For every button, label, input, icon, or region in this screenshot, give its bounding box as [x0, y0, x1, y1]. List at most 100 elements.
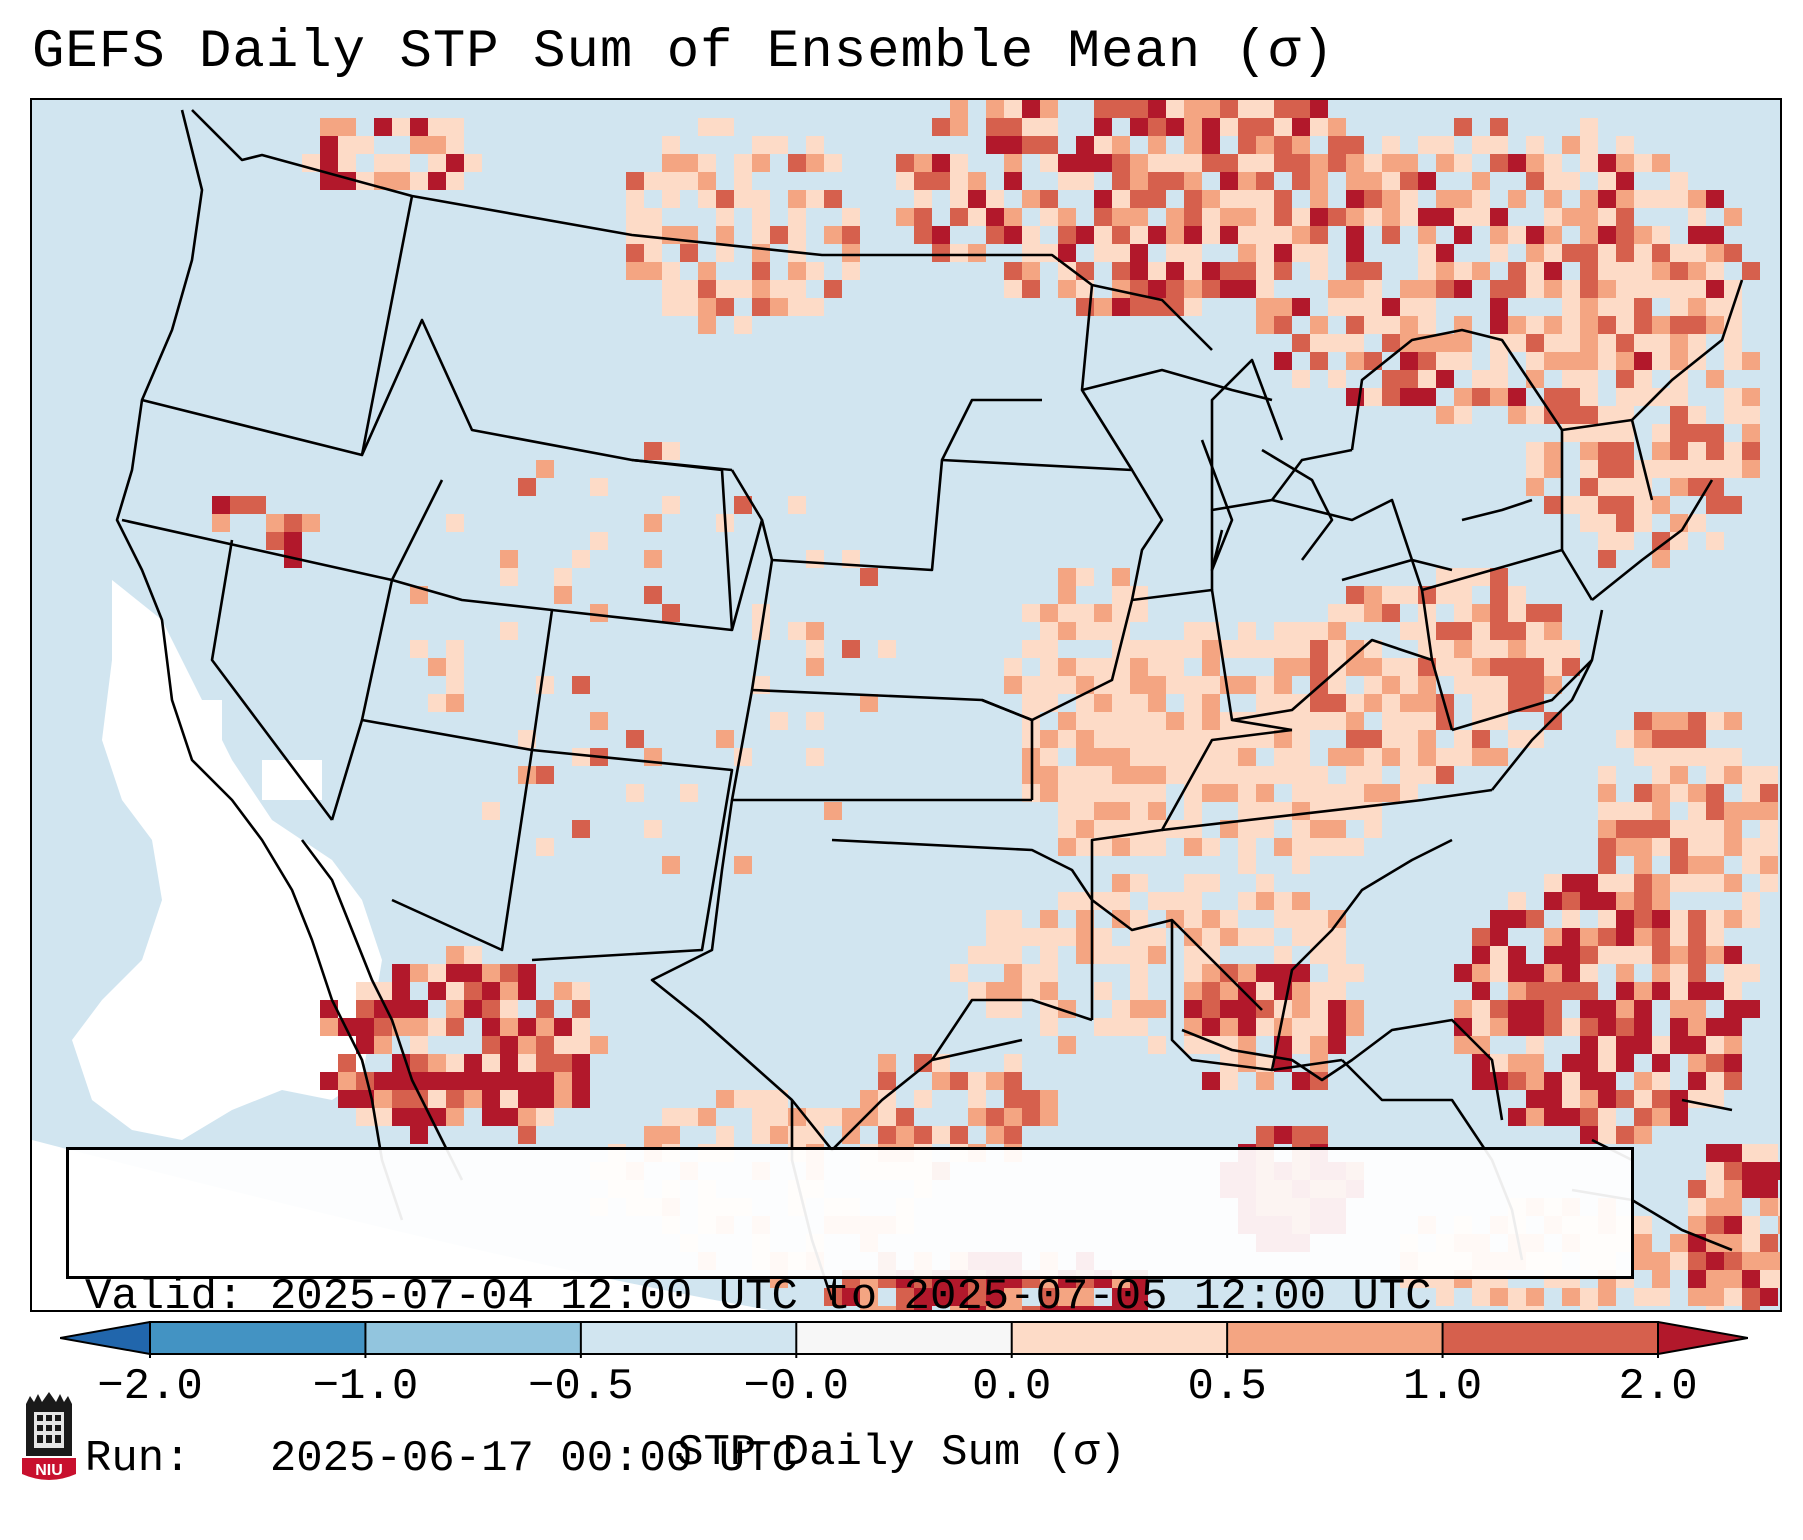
- field-cell: [1652, 352, 1670, 370]
- field-cell: [1508, 640, 1526, 658]
- field-cell: [1346, 694, 1364, 712]
- field-cell: [1040, 766, 1058, 784]
- field-cell: [482, 1054, 500, 1072]
- field-cell: [860, 1108, 878, 1126]
- field-cell: [1724, 910, 1742, 928]
- field-cell: [1544, 352, 1562, 370]
- field-cell: [1328, 910, 1346, 928]
- field-cell: [1220, 208, 1238, 226]
- field-cell: [536, 1090, 554, 1108]
- field-cell: [1490, 118, 1508, 136]
- field-cell: [1688, 1072, 1706, 1090]
- field-cell: [662, 604, 680, 622]
- field-cell: [914, 1306, 932, 1310]
- field-cell: [1274, 118, 1292, 136]
- field-cell: [1652, 748, 1670, 766]
- field-cell: [1238, 1000, 1256, 1018]
- field-cell: [1076, 910, 1094, 928]
- field-cell: [1562, 946, 1580, 964]
- field-cell: [1346, 658, 1364, 676]
- field-cell: [1274, 946, 1292, 964]
- field-cell: [1166, 280, 1184, 298]
- field-cell: [734, 856, 752, 874]
- field-cell: [1112, 1288, 1130, 1306]
- field-cell: [1418, 766, 1436, 784]
- field-cell: [1688, 748, 1706, 766]
- field-cell: [1580, 1000, 1598, 1018]
- field-cell: [1058, 604, 1076, 622]
- field-cell: [1274, 622, 1292, 640]
- field-cell: [1436, 658, 1454, 676]
- field-cell: [1742, 892, 1760, 910]
- field-cell: [446, 172, 464, 190]
- field-cell: [1580, 280, 1598, 298]
- colorbar-bin: [1442, 1322, 1659, 1354]
- field-cell: [1202, 190, 1220, 208]
- field-cell: [1688, 244, 1706, 262]
- field-cell: [1364, 586, 1382, 604]
- field-cell: [1292, 658, 1310, 676]
- field-cell: [1130, 982, 1148, 1000]
- field-cell: [1238, 1018, 1256, 1036]
- field-cell: [752, 190, 770, 208]
- field-cell: [806, 748, 824, 766]
- field-cell: [1508, 388, 1526, 406]
- field-cell: [1616, 208, 1634, 226]
- field-cell: [842, 244, 860, 262]
- field-cell: [1706, 748, 1724, 766]
- field-cell: [1526, 478, 1544, 496]
- field-cell: [1202, 694, 1220, 712]
- field-cell: [788, 280, 806, 298]
- field-cell: [1040, 136, 1058, 154]
- field-cell: [644, 262, 662, 280]
- field-cell: [554, 982, 572, 1000]
- field-cell: [1598, 334, 1616, 352]
- field-cell: [1058, 928, 1076, 946]
- field-cell: [1706, 1018, 1724, 1036]
- field-cell: [1634, 262, 1652, 280]
- field-cell: [878, 640, 896, 658]
- field-cell: [1148, 226, 1166, 244]
- field-cell: [1346, 208, 1364, 226]
- field-cell: [1130, 766, 1148, 784]
- field-cell: [680, 298, 698, 316]
- field-cell: [1670, 262, 1688, 280]
- field-cell: [1634, 514, 1652, 532]
- field-cell: [1670, 1252, 1688, 1270]
- field-cell: [1742, 1234, 1760, 1252]
- field-cell: [590, 1036, 608, 1054]
- field-cell: [1436, 262, 1454, 280]
- field-cell: [1634, 352, 1652, 370]
- map-panel[interactable]: [30, 98, 1782, 1312]
- field-cell: [1508, 1288, 1526, 1306]
- field-cell: [1148, 694, 1166, 712]
- field-cell: [1292, 982, 1310, 1000]
- field-cell: [1706, 424, 1724, 442]
- field-cell: [1490, 244, 1508, 262]
- field-cell: [950, 190, 968, 208]
- field-cell: [1310, 1018, 1328, 1036]
- field-cell: [1598, 874, 1616, 892]
- field-cell: [1598, 1018, 1616, 1036]
- field-cell: [1472, 1018, 1490, 1036]
- field-cell: [986, 118, 1004, 136]
- field-cell: [1148, 748, 1166, 766]
- field-cell: [1094, 658, 1112, 676]
- field-cell: [1508, 946, 1526, 964]
- field-cell: [1742, 784, 1760, 802]
- field-cell: [1724, 1072, 1742, 1090]
- field-cell: [1256, 208, 1274, 226]
- field-cell: [428, 154, 446, 172]
- field-cell: [1130, 1288, 1148, 1306]
- field-cell: [1310, 946, 1328, 964]
- field-cell: [1238, 748, 1256, 766]
- field-cell: [518, 1108, 536, 1126]
- field-cell: [1598, 406, 1616, 424]
- field-cell: [950, 100, 968, 118]
- field-cell: [1112, 784, 1130, 802]
- field-cell: [1598, 1054, 1616, 1072]
- field-cell: [1706, 496, 1724, 514]
- field-cell: [1058, 280, 1076, 298]
- field-cell: [878, 1054, 896, 1072]
- field-cell: [518, 730, 536, 748]
